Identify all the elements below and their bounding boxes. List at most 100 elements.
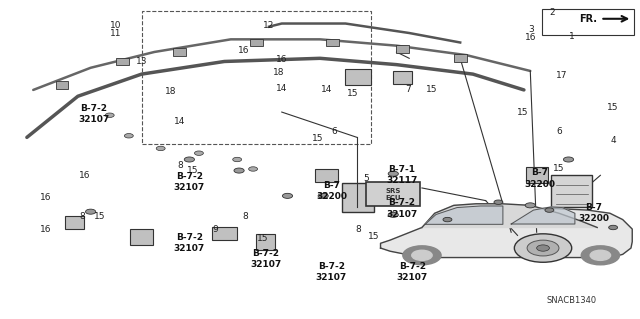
Circle shape [156, 146, 165, 151]
Text: 15: 15 [607, 103, 619, 112]
Polygon shape [381, 209, 632, 257]
Bar [366, 182, 420, 206]
Bar [116, 57, 129, 65]
Text: B-7-1
32117: B-7-1 32117 [386, 165, 417, 185]
Text: 14: 14 [174, 117, 186, 126]
Circle shape [86, 209, 96, 214]
Circle shape [388, 212, 398, 217]
Circle shape [590, 250, 611, 260]
Circle shape [282, 193, 292, 198]
Text: 7: 7 [405, 85, 411, 94]
Circle shape [525, 203, 536, 208]
Bar [326, 39, 339, 47]
Bar [256, 234, 275, 250]
Text: 18: 18 [273, 68, 284, 77]
Text: 8: 8 [242, 212, 248, 221]
Text: SRS
ECU: SRS ECU [385, 188, 401, 201]
Text: 6: 6 [332, 127, 337, 136]
Text: 12: 12 [263, 21, 275, 30]
Bar [65, 216, 84, 229]
Text: 15: 15 [517, 108, 529, 116]
Circle shape [248, 167, 257, 171]
Text: B-7-2
32107: B-7-2 32107 [316, 262, 347, 282]
Text: B-7-2
32107: B-7-2 32107 [173, 233, 205, 253]
Text: 16: 16 [79, 171, 90, 180]
Text: B-7
32200: B-7 32200 [524, 168, 556, 189]
Text: 11: 11 [110, 28, 122, 38]
Bar [541, 9, 634, 34]
Bar [141, 11, 371, 144]
Circle shape [527, 240, 559, 256]
Circle shape [443, 217, 452, 222]
Text: 15: 15 [426, 85, 438, 94]
Text: 4: 4 [611, 136, 616, 145]
Bar [396, 45, 409, 53]
Text: 13: 13 [136, 57, 147, 66]
Circle shape [318, 193, 328, 198]
Text: FR.: FR. [579, 14, 597, 25]
Text: 15: 15 [553, 165, 564, 174]
Circle shape [233, 157, 242, 162]
Bar [250, 39, 262, 47]
Circle shape [403, 246, 441, 265]
Text: B-7
32200: B-7 32200 [579, 203, 609, 223]
Text: 8: 8 [177, 161, 182, 170]
Text: 16: 16 [40, 225, 52, 234]
Text: 16: 16 [525, 33, 536, 42]
Text: 1: 1 [569, 32, 575, 41]
Circle shape [545, 208, 554, 212]
Circle shape [609, 225, 618, 230]
Circle shape [388, 171, 398, 176]
Circle shape [494, 200, 503, 204]
Circle shape [105, 113, 114, 117]
Bar [131, 229, 153, 245]
Bar [56, 81, 68, 89]
Text: 3: 3 [529, 25, 534, 34]
Text: 15: 15 [368, 233, 380, 241]
Text: 15: 15 [348, 89, 359, 98]
Bar [346, 69, 371, 85]
Bar [525, 167, 548, 183]
Polygon shape [422, 204, 597, 227]
Circle shape [234, 168, 244, 173]
Circle shape [412, 250, 432, 260]
Text: 6: 6 [557, 127, 563, 136]
Text: 18: 18 [164, 87, 176, 96]
Text: 15: 15 [187, 166, 198, 175]
Circle shape [581, 246, 620, 265]
Circle shape [184, 157, 195, 162]
Bar [551, 175, 593, 207]
Text: B-7-2
32107: B-7-2 32107 [250, 249, 282, 269]
Text: 16: 16 [238, 46, 250, 55]
Text: SNACB1340: SNACB1340 [547, 296, 596, 305]
Circle shape [515, 234, 572, 262]
Text: 15: 15 [257, 234, 268, 243]
Polygon shape [511, 207, 575, 224]
Text: 17: 17 [556, 71, 568, 80]
Text: 15: 15 [312, 134, 323, 144]
Polygon shape [425, 206, 503, 224]
Bar [173, 48, 186, 56]
Text: 14: 14 [321, 85, 332, 94]
Text: 10: 10 [110, 21, 122, 30]
Text: 8: 8 [355, 225, 361, 234]
Text: 8: 8 [79, 212, 85, 221]
Text: B-7-2
32107: B-7-2 32107 [386, 198, 417, 219]
Text: 5: 5 [364, 174, 369, 183]
Text: B-7-2
32107: B-7-2 32107 [397, 262, 428, 282]
Text: 2: 2 [550, 8, 556, 17]
Text: 15: 15 [95, 212, 106, 221]
Bar [394, 70, 412, 84]
Text: B-7
32200: B-7 32200 [316, 181, 347, 201]
Circle shape [537, 245, 549, 251]
Bar [454, 54, 467, 62]
Text: B-7-2
32107: B-7-2 32107 [173, 172, 205, 192]
Text: 16: 16 [40, 193, 52, 202]
Text: 9: 9 [212, 225, 218, 234]
Bar [212, 227, 237, 241]
Text: 14: 14 [276, 84, 287, 93]
Circle shape [563, 157, 573, 162]
Text: B-7-2
32107: B-7-2 32107 [78, 104, 109, 124]
Text: 16: 16 [276, 56, 287, 64]
Bar [316, 169, 337, 182]
